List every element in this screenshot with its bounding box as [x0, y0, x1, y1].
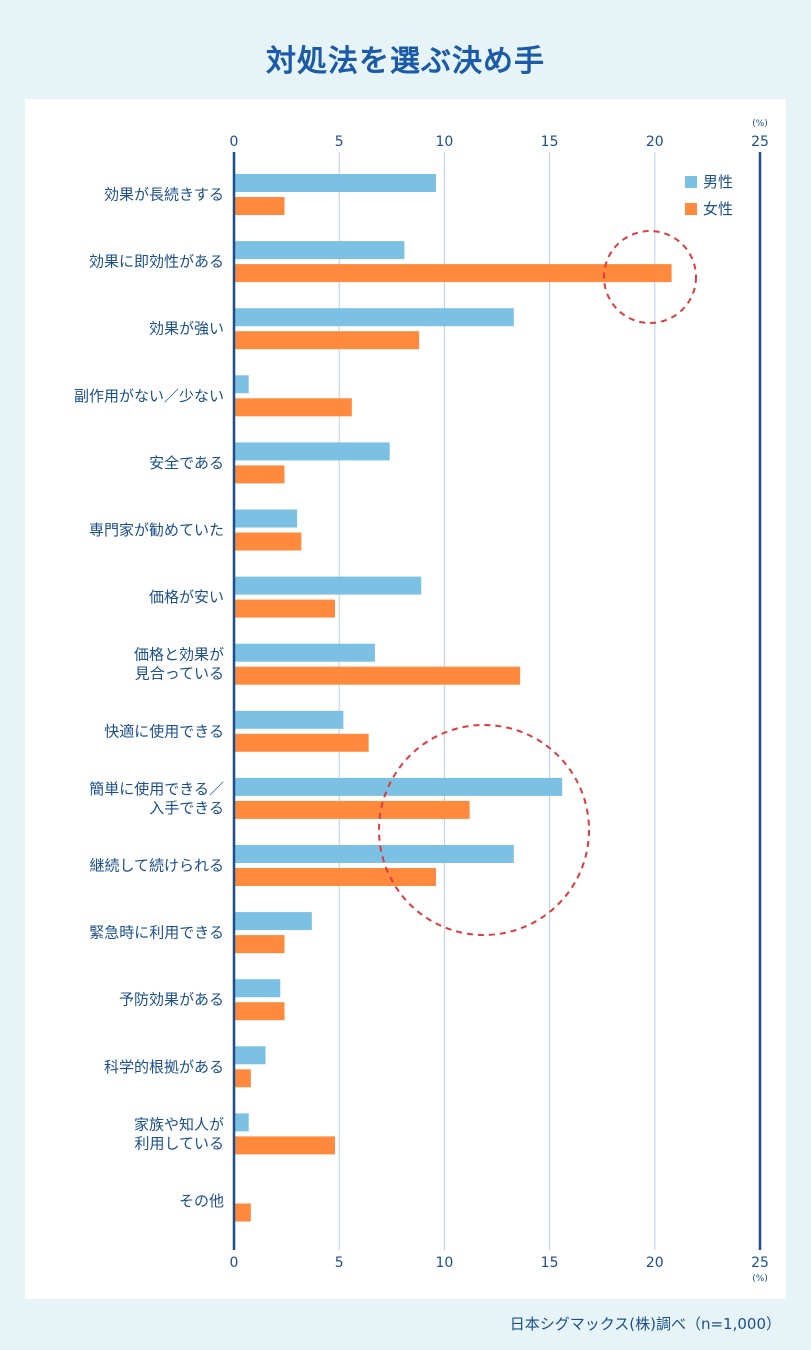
category-label-9-1: 入手できる: [149, 799, 224, 817]
bar-male-1: [234, 241, 405, 260]
bar-male-11: [234, 912, 312, 931]
bar-male-9: [234, 777, 563, 796]
tick-label-top-5: 5: [335, 134, 344, 150]
category-label-6: 価格が安い: [149, 588, 224, 606]
bar-male-14: [234, 1113, 249, 1132]
axes: [232, 152, 762, 1250]
bar-male-7: [234, 643, 375, 662]
highlights: [378, 230, 697, 936]
bar-female-3: [234, 398, 352, 417]
bar-male-5: [234, 509, 298, 528]
bar-female-5: [234, 532, 302, 551]
legend-swatch-male: [685, 176, 697, 188]
bar-female-11: [234, 935, 285, 954]
legend-label-female: 女性: [703, 200, 733, 218]
bar-male-12: [234, 979, 281, 998]
bars: [234, 174, 672, 1222]
tick-label-bottom-25: 25: [751, 1255, 769, 1271]
category-labels: 効果が長続きする効果に即効性がある効果が強い副作用がない／少ない安全である専門家…: [74, 186, 224, 1211]
category-label-7-0: 価格と効果が: [134, 646, 224, 664]
category-label-11: 緊急時に利用できる: [89, 924, 224, 942]
category-label-12: 予防効果がある: [119, 991, 224, 1009]
bar-female-7: [234, 666, 521, 685]
tick-label-top-25: 25: [751, 134, 769, 150]
page-title: 対処法を選ぶ決め手: [266, 44, 545, 79]
tick-label-bottom-5: 5: [335, 1255, 344, 1271]
highlight-circle-easy-continuous: [378, 724, 590, 936]
bar-female-12: [234, 1002, 285, 1021]
category-label-5: 専門家が勧めていた: [89, 521, 224, 539]
tick-label-bottom-10: 10: [435, 1255, 453, 1271]
bar-male-13: [234, 1046, 266, 1065]
bar-male-2: [234, 308, 514, 327]
category-label-1: 効果に即効性がある: [89, 253, 224, 271]
bar-female-14: [234, 1136, 335, 1155]
chart-panel: [25, 99, 786, 1299]
bar-male-6: [234, 576, 422, 595]
category-label-10: 継続して続けられる: [89, 857, 224, 875]
bar-female-2: [234, 331, 420, 350]
bar-female-10: [234, 868, 436, 886]
category-label-8: 快適に使用できる: [104, 722, 224, 740]
bar-female-13: [234, 1069, 251, 1088]
bar-female-4: [234, 465, 285, 484]
bar-female-9: [234, 800, 470, 819]
category-label-14-1: 利用している: [134, 1134, 224, 1152]
bar-male-0: [234, 174, 436, 192]
bar-chart: 0 0 5 5 10 10 15 15 20 20 25 25 (%) (%) 効果が長続きする効果に即効…: [74, 119, 769, 1284]
category-label-3: 副作用がない／少ない: [74, 387, 224, 405]
bar-female-8: [234, 733, 369, 752]
bar-male-8: [234, 710, 344, 729]
bar-female-1: [234, 264, 672, 283]
tick-label-bottom-20: 20: [646, 1255, 664, 1271]
bar-female-6: [234, 599, 335, 618]
tick-label-top-10: 10: [435, 134, 453, 150]
highlight-circle-immediate-effect: [603, 230, 697, 324]
unit-label-bottom: (%): [752, 1274, 768, 1284]
tick-label-top-0: 0: [230, 134, 239, 150]
category-label-9-0: 簡単に使用できる／: [89, 780, 224, 798]
tick-labels: 0 0 5 5 10 10 15 15 20 20 25 25 (%) (%): [230, 119, 769, 1284]
bar-male-4: [234, 442, 390, 461]
category-label-4: 安全である: [149, 454, 224, 472]
category-label-2: 効果が強い: [149, 320, 224, 338]
category-label-15: その他: [179, 1192, 224, 1210]
category-label-7-1: 見合っている: [135, 665, 224, 683]
category-label-13: 科学的根拠がある: [104, 1058, 224, 1076]
unit-label-top: (%): [752, 119, 768, 129]
tick-label-top-20: 20: [646, 134, 664, 150]
bar-male-10: [234, 845, 514, 863]
legend-swatch-female: [685, 203, 697, 215]
category-label-14-0: 家族や知人が: [134, 1115, 224, 1133]
tick-label-top-15: 15: [541, 134, 559, 150]
bar-female-0: [234, 197, 285, 215]
bar-female-15: [234, 1203, 251, 1222]
source-note: 日本シグマックス(株)調べ（n=1,000）: [509, 1315, 781, 1333]
bar-male-3: [234, 375, 249, 394]
category-label-0: 効果が長続きする: [104, 186, 224, 204]
legend-label-male: 男性: [703, 173, 733, 191]
tick-label-bottom-15: 15: [541, 1255, 559, 1271]
tick-label-bottom-0: 0: [230, 1255, 239, 1271]
